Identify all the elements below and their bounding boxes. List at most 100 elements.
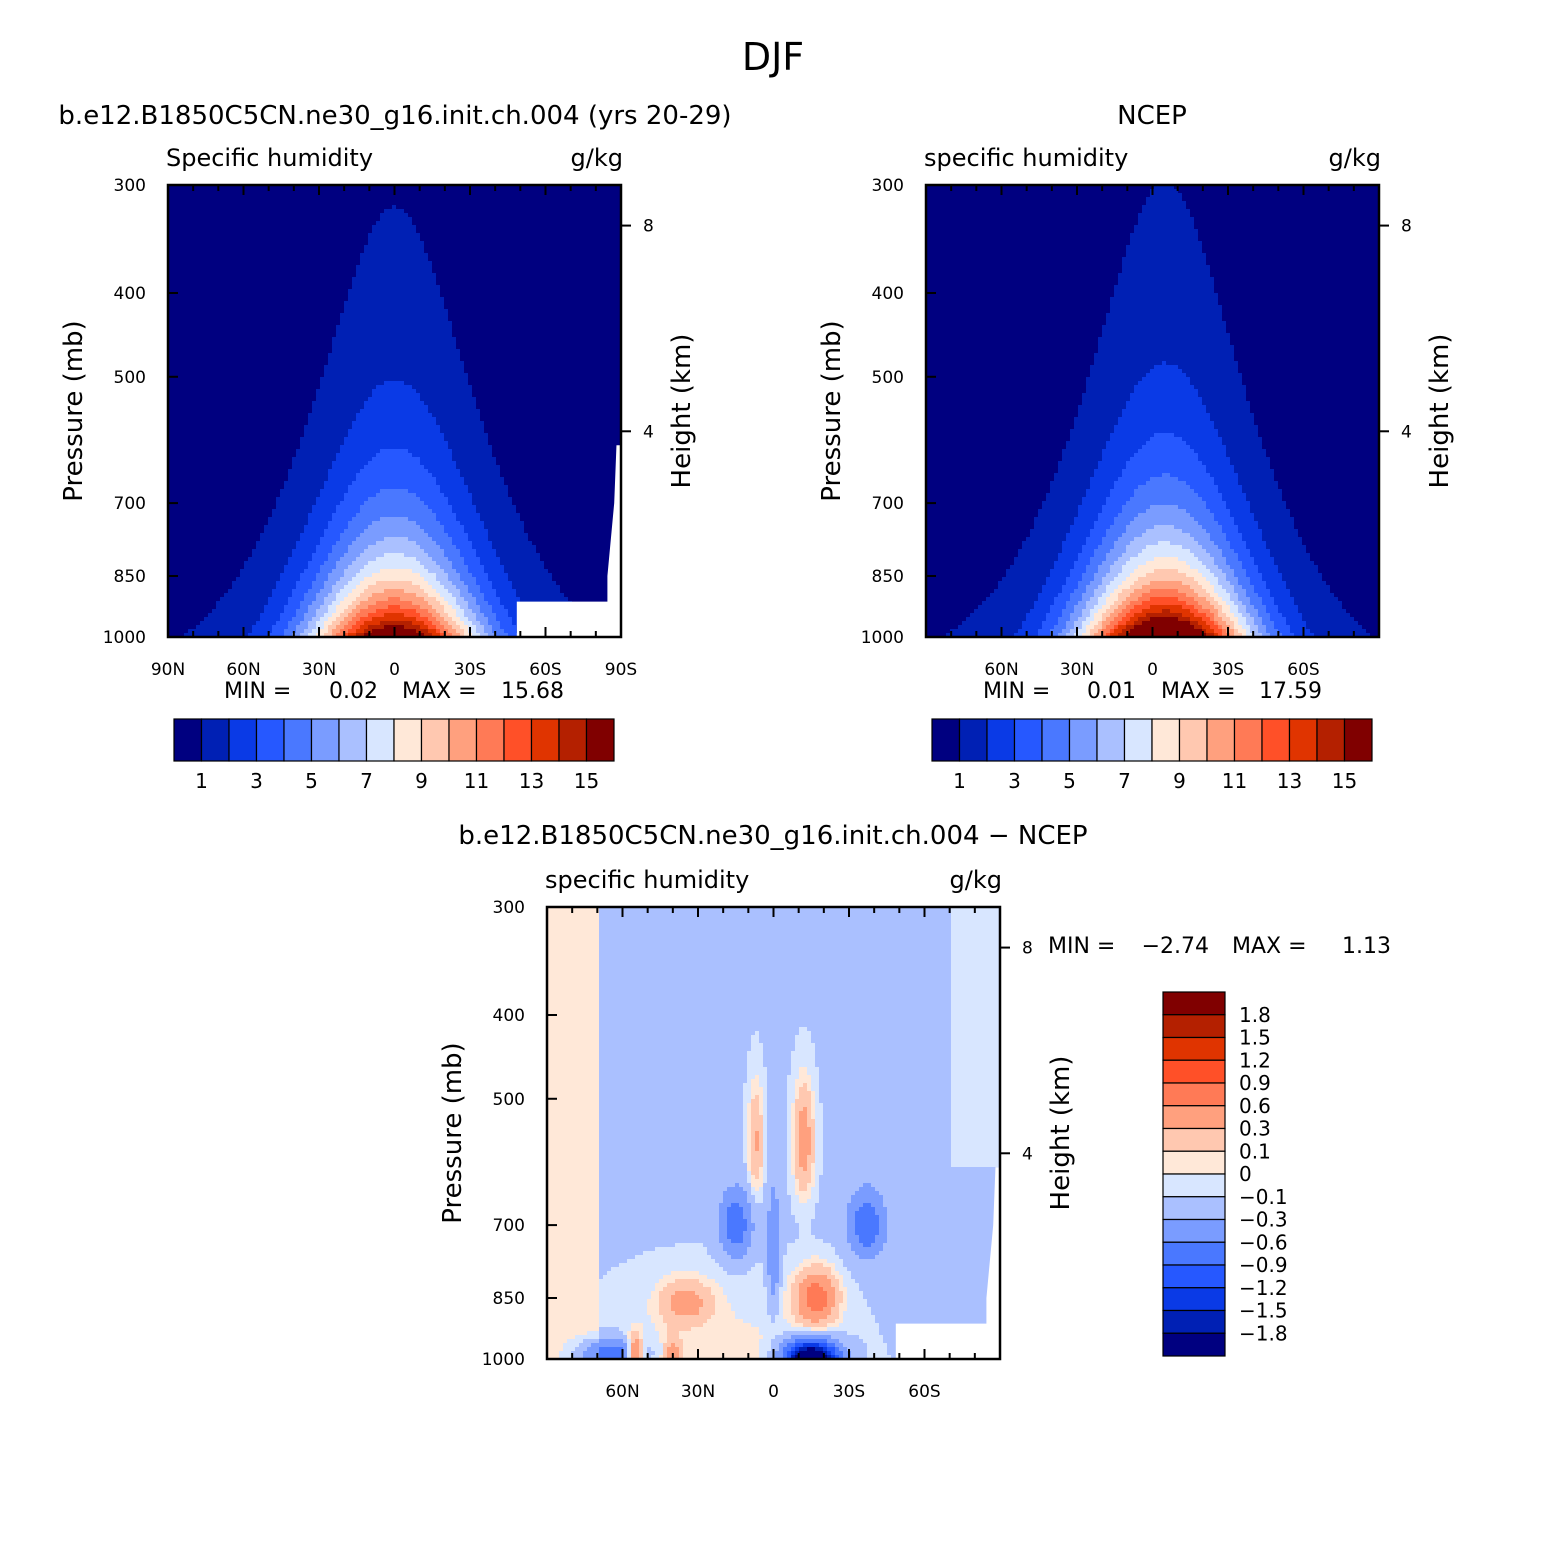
contour-cell — [679, 1331, 760, 1336]
contour-cell — [795, 1183, 800, 1188]
contour-cell — [1102, 561, 1115, 566]
contour-cell — [1062, 541, 1087, 546]
colorbar-label: 0.3 — [1239, 1117, 1271, 1141]
contour-cell — [599, 991, 952, 996]
contour-cell — [1038, 597, 1055, 602]
contour-cell — [1234, 589, 1247, 594]
colorbar-label: 1.8 — [1239, 1003, 1271, 1027]
contour-cell — [444, 305, 621, 310]
contour-cell — [1122, 601, 1131, 606]
contour-cell — [795, 1355, 828, 1359]
contour-cell — [368, 545, 421, 550]
contour-cell — [847, 1287, 860, 1292]
contour-cell — [1034, 601, 1055, 606]
contour-cell — [336, 561, 353, 566]
contour-cell — [1142, 209, 1191, 214]
contour-cell — [951, 1043, 1000, 1048]
contour-cell — [340, 613, 349, 618]
contour-cell — [1062, 629, 1071, 634]
contour-cell — [1254, 633, 1263, 637]
contour-cell — [168, 261, 361, 266]
contour-cell — [1210, 273, 1379, 278]
contour-cell — [791, 1195, 800, 1200]
contour-cell — [348, 549, 365, 554]
contour-cell — [168, 437, 301, 442]
colorbar-swatch — [393, 718, 423, 762]
contour-cell — [1078, 617, 1087, 622]
contour-cell — [1178, 505, 1207, 510]
contour-cell — [340, 589, 353, 594]
contour-cell — [168, 557, 249, 562]
contour-cell — [815, 1135, 824, 1140]
contour-cell — [1122, 269, 1211, 274]
contour-cell — [599, 1059, 748, 1064]
colorbar-swatch — [1162, 1264, 1226, 1289]
contour-cell — [1106, 501, 1127, 506]
contour-cell — [280, 613, 297, 618]
contour-cell — [260, 537, 301, 542]
contour-cell — [887, 1239, 1000, 1244]
contour-cell — [340, 577, 353, 582]
contour-cell — [480, 517, 521, 522]
contour-cell — [328, 557, 341, 562]
contour-cell — [795, 1339, 828, 1344]
contour-cell — [795, 1043, 816, 1048]
contour-cell — [420, 625, 429, 630]
contour-cell — [420, 613, 433, 618]
contour-cell — [751, 1099, 760, 1104]
contour-cell — [763, 1175, 768, 1180]
contour-cell — [1102, 329, 1227, 334]
contour-cell — [763, 1191, 772, 1196]
contour-cell — [1226, 573, 1235, 578]
contour-cell — [1266, 609, 1279, 614]
contour-cell — [384, 613, 405, 618]
contour-cell — [480, 561, 501, 566]
contour-cell — [324, 365, 465, 370]
contour-cell — [168, 525, 265, 530]
contour-cell — [951, 1067, 1000, 1072]
contour-cell — [1342, 601, 1379, 606]
contour-cell — [1190, 617, 1203, 622]
contour-cell — [819, 1075, 952, 1080]
contour-cell — [779, 1259, 784, 1264]
contour-cell — [823, 1107, 952, 1112]
contour-cell — [699, 1271, 728, 1276]
contour-cell — [1106, 633, 1111, 637]
contour-cell — [807, 1087, 812, 1092]
contour-cell — [783, 1331, 848, 1336]
colorbar-swatch — [1261, 718, 1291, 762]
contour-cell — [547, 1295, 600, 1300]
contour-cell — [787, 1107, 792, 1112]
contour-cell — [547, 1011, 600, 1016]
contour-cell — [444, 549, 461, 554]
contour-cell — [747, 1167, 752, 1172]
contour-cell — [432, 605, 445, 610]
contour-cell — [1262, 533, 1299, 538]
contour-cell — [1202, 573, 1215, 578]
contour-cell — [1014, 557, 1059, 562]
contour-cell — [420, 561, 437, 566]
contour-cell — [926, 265, 1123, 270]
contour-cell — [839, 1279, 844, 1284]
contour-cell — [256, 545, 297, 550]
contour-cell — [1238, 577, 1251, 582]
contour-cell — [1206, 589, 1215, 594]
contour-cell — [563, 1343, 580, 1348]
contour-cell — [444, 297, 621, 302]
contour-cell — [751, 1163, 764, 1168]
contour-cell — [232, 581, 277, 586]
contour-cell — [320, 537, 341, 542]
contour-cell — [759, 1095, 764, 1100]
contour-cell — [926, 601, 983, 606]
contour-cell — [352, 617, 361, 622]
contour-cell — [1162, 609, 1171, 614]
contour-cell — [871, 1203, 884, 1208]
contour-cell — [799, 1179, 812, 1184]
contour-cell — [1098, 545, 1115, 550]
contour-cell — [699, 1311, 716, 1316]
contour-cell — [252, 625, 273, 630]
contour-cell — [547, 1179, 600, 1184]
contour-cell — [252, 553, 293, 558]
contour-cell — [599, 1075, 748, 1080]
contour-cell — [364, 565, 425, 570]
